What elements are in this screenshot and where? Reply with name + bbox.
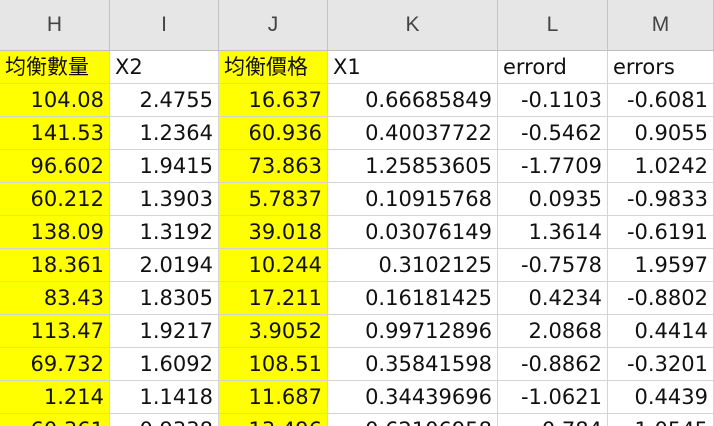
table-cell[interactable]: 141.53 [0,117,110,150]
table-cell[interactable]: 1.214 [0,381,110,414]
cell-header-equilibrium-price[interactable]: 均衡價格 [219,51,328,84]
table-cell[interactable]: 0.9338 [110,414,219,426]
table-cell[interactable]: -0.8802 [608,282,714,315]
header-data-row: 均衡數量 X2 均衡價格 X1 errord errors [0,51,714,84]
column-header-h[interactable]: H [0,0,110,50]
table-cell[interactable]: 1.0545 [608,414,714,426]
table-cell[interactable]: 39.018 [219,216,328,249]
table-cell[interactable]: 1.6092 [110,348,219,381]
table-row: 60.3610.933813.4960.621069580.7841.0545 [0,414,714,426]
table-cell[interactable]: 113.47 [0,315,110,348]
table-cell[interactable]: 1.3192 [110,216,219,249]
table-cell[interactable]: 83.43 [0,282,110,315]
table-cell[interactable]: -0.6081 [608,84,714,117]
table-cell[interactable]: 1.3903 [110,183,219,216]
table-cell[interactable]: 0.10915768 [328,183,498,216]
table-cell[interactable]: 138.09 [0,216,110,249]
table-cell[interactable]: -0.3201 [608,348,714,381]
table-cell[interactable]: 0.99712896 [328,315,498,348]
column-header-i[interactable]: I [110,0,219,50]
table-row: 18.361 2.0194 10.244 0.3102125 -0.7578 1.9597 [0,249,714,282]
table-cell[interactable]: 2.0194 [110,249,219,282]
table-cell[interactable]: -0.5462 [498,117,608,150]
column-header-m[interactable]: M [608,0,714,50]
table-cell[interactable]: 69.732 [0,348,110,381]
table-cell[interactable]: 60.212 [0,183,110,216]
cell-header-errors[interactable]: errors [608,51,714,84]
table-cell[interactable]: 0.62106958 [328,414,498,426]
table-cell[interactable]: 60.361 [0,414,110,426]
column-header-k[interactable]: K [328,0,498,50]
table-cell[interactable]: 1.9597 [608,249,714,282]
column-header-row: H I J K L M [0,0,714,51]
column-header-l[interactable]: L [498,0,608,50]
table-cell[interactable]: 0.34439696 [328,381,498,414]
table-cell[interactable]: 0.4414 [608,315,714,348]
table-cell[interactable]: 0.9055 [608,117,714,150]
cell-header-errord[interactable]: errord [498,51,608,84]
table-row: 1.214 1.1418 11.687 0.34439696 -1.0621 0.4439 [0,381,714,414]
table-cell[interactable]: 5.7837 [219,183,328,216]
table-cell[interactable]: 60.936 [219,117,328,150]
table-cell[interactable]: 13.496 [219,414,328,426]
table-cell[interactable]: 0.40037722 [328,117,498,150]
table-cell[interactable]: 2.0868 [498,315,608,348]
table-cell[interactable]: 1.0242 [608,150,714,183]
table-cell[interactable]: 0.35841598 [328,348,498,381]
table-cell[interactable]: 18.361 [0,249,110,282]
table-cell[interactable]: 1.25853605 [328,150,498,183]
table-cell[interactable]: -1.0621 [498,381,608,414]
table-cell[interactable]: -0.8862 [498,348,608,381]
table-cell[interactable]: 0.66685849 [328,84,498,117]
table-cell[interactable]: -0.7578 [498,249,608,282]
table-cell[interactable]: 17.211 [219,282,328,315]
table-cell[interactable]: -0.6191 [608,216,714,249]
table-cell[interactable]: -0.9833 [608,183,714,216]
table-cell[interactable]: 1.8305 [110,282,219,315]
table-cell[interactable]: 1.9217 [110,315,219,348]
table-cell[interactable]: 0.3102125 [328,249,498,282]
table-cell[interactable]: 1.9415 [110,150,219,183]
cell-header-x2[interactable]: X2 [110,51,219,84]
table-cell[interactable]: -1.7709 [498,150,608,183]
cell-header-x1[interactable]: X1 [328,51,498,84]
table-cell[interactable]: 1.1418 [110,381,219,414]
table-cell[interactable]: -0.1103 [498,84,608,117]
table-cell[interactable]: 73.863 [219,150,328,183]
table-cell[interactable]: 0.4234 [498,282,608,315]
table-cell[interactable]: 0.4439 [608,381,714,414]
table-row: 113.47 1.9217 3.9052 0.99712896 2.0868 0.4414 [0,315,714,348]
table-cell[interactable]: 1.3614 [498,216,608,249]
table-cell[interactable]: 1.2364 [110,117,219,150]
table-cell[interactable]: 96.602 [0,150,110,183]
table-cell[interactable]: 104.08 [0,84,110,117]
table-cell[interactable]: 2.4755 [110,84,219,117]
table-row: 83.43 1.8305 17.211 0.16181425 0.4234 -0.8802 [0,282,714,315]
cell-header-equilibrium-quantity[interactable]: 均衡數量 [0,51,110,84]
table-row: 60.212 1.3903 5.7837 0.10915768 0.0935 -0.983… [0,183,714,216]
table-row: 69.732 1.6092 108.51 0.35841598 -0.8862 -0.32… [0,348,714,381]
table-cell[interactable]: 108.51 [219,348,328,381]
table-cell[interactable]: 0.16181425 [328,282,498,315]
column-header-j[interactable]: J [219,0,328,50]
table-cell[interactable]: 16.637 [219,84,328,117]
table-cell[interactable]: 3.9052 [219,315,328,348]
table-row: 141.53 1.2364 60.936 0.40037722 -0.5462 0.905… [0,117,714,150]
table-cell[interactable]: 0.03076149 [328,216,498,249]
table-cell[interactable]: 0.0935 [498,183,608,216]
table-row: 96.602 1.9415 73.863 1.25853605 -1.7709 1.024… [0,150,714,183]
table-row: 104.08 2.4755 16.637 0.66685849 -0.1103 -0.60… [0,84,714,117]
table-row: 138.09 1.3192 39.018 0.03076149 1.3614 -0.619… [0,216,714,249]
table-cell[interactable]: 10.244 [219,249,328,282]
table-cell[interactable]: 0.784 [498,414,608,426]
table-cell[interactable]: 11.687 [219,381,328,414]
